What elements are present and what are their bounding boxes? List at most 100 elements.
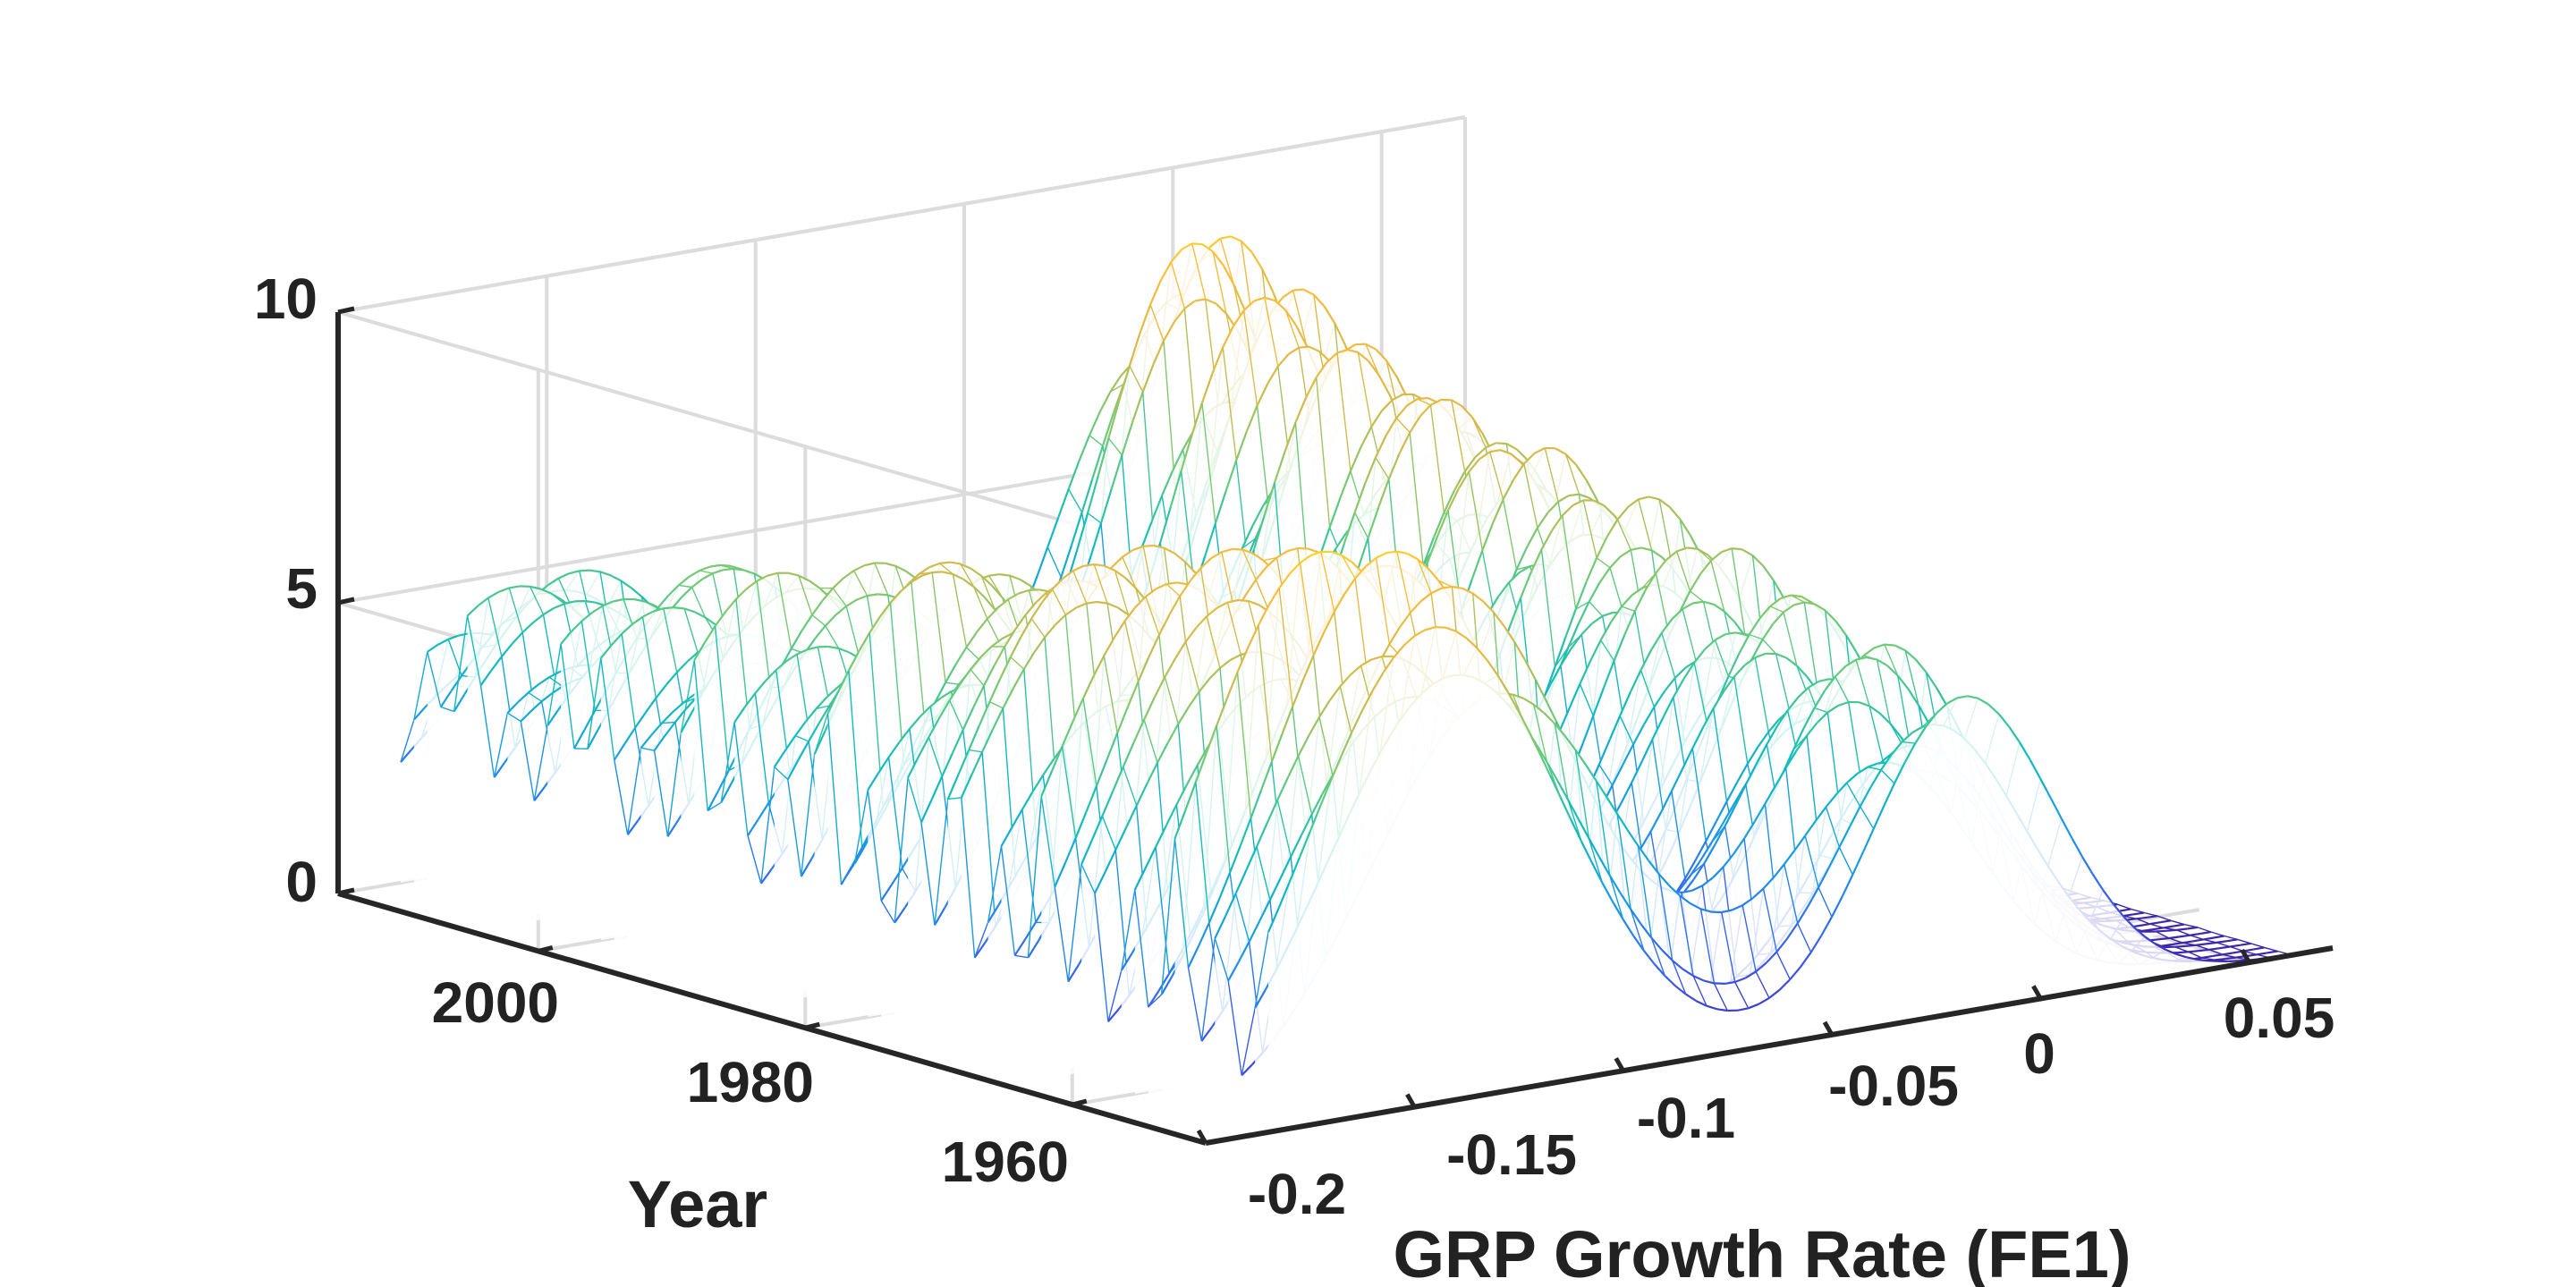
surface-mesh-line bbox=[1191, 243, 1207, 300]
surface-curve-segment bbox=[573, 729, 586, 749]
surface-curve-segment bbox=[548, 671, 561, 679]
surface-mesh-line bbox=[400, 719, 415, 763]
surface-curve-segment bbox=[1107, 401, 1121, 439]
surface-curve-segment bbox=[1241, 240, 1253, 253]
surface-curve-segment bbox=[1046, 517, 1060, 548]
surface-curve-segment bbox=[400, 749, 412, 763]
surface-curve-segment bbox=[1496, 442, 1507, 445]
surface-curve-segment bbox=[1163, 321, 1175, 342]
surface-curve-segment bbox=[1214, 491, 1227, 524]
surface-curve-segment bbox=[1150, 495, 1164, 522]
surface-curve-segment bbox=[528, 683, 540, 694]
surface-curve-segment bbox=[1215, 302, 1227, 315]
surface-mesh-line bbox=[547, 643, 562, 726]
surface-curve-segment bbox=[517, 691, 530, 703]
surface-curve-segment bbox=[602, 600, 614, 607]
surface-mesh-line bbox=[550, 592, 565, 605]
surface-mesh-line bbox=[1264, 297, 1279, 367]
surface-curve-segment bbox=[1080, 478, 1094, 513]
surface-curve-segment bbox=[1097, 437, 1110, 477]
surface-mesh-line bbox=[1284, 309, 1300, 348]
surface-curve-segment bbox=[530, 585, 541, 590]
surface-curve-segment bbox=[539, 588, 552, 595]
surface-curve-segment bbox=[877, 593, 888, 597]
surface-mesh-line bbox=[508, 588, 523, 633]
surface-curve-segment bbox=[532, 614, 545, 624]
surface-curve-segment bbox=[667, 584, 680, 597]
surface-curve-segment bbox=[999, 573, 1011, 577]
surface-mesh-line bbox=[479, 685, 496, 778]
surface-mesh-line bbox=[1109, 383, 1124, 393]
surface-curve-segment bbox=[1334, 323, 1346, 346]
surface-curve-segment bbox=[1140, 521, 1153, 550]
surface-curve-segment bbox=[551, 685, 564, 695]
surface-curve-segment bbox=[1118, 365, 1131, 402]
surface-curve-segment bbox=[579, 569, 590, 572]
surface-curve-segment bbox=[1230, 235, 1242, 242]
surface-mesh-line bbox=[507, 712, 521, 723]
surface-curve-segment bbox=[1088, 411, 1101, 436]
surface-curve-segment bbox=[540, 692, 553, 703]
surface-curve-segment bbox=[1235, 431, 1248, 461]
surface-curve-segment bbox=[1159, 261, 1173, 282]
surface-curve-segment bbox=[533, 786, 546, 802]
surface-curve-segment bbox=[1294, 325, 1308, 346]
surface-curve-segment bbox=[1201, 243, 1214, 253]
surface-curve-segment bbox=[1299, 345, 1309, 349]
surface-curve-segment bbox=[1200, 372, 1214, 403]
surface-curve-segment bbox=[1099, 488, 1113, 524]
surface-curve-segment bbox=[1029, 588, 1040, 591]
surface-curve-segment bbox=[542, 607, 555, 616]
surface-curve-segment bbox=[1232, 309, 1245, 327]
surface-curve-segment bbox=[1264, 296, 1275, 302]
surface-curve-segment bbox=[613, 597, 624, 603]
surface-mesh-line bbox=[493, 713, 509, 778]
surface-curve-segment bbox=[520, 710, 532, 723]
surface-curve-segment bbox=[447, 634, 460, 640]
surface-curve-segment bbox=[1276, 353, 1290, 368]
surface-curve-segment bbox=[1191, 402, 1203, 436]
surface-curve-segment bbox=[479, 670, 493, 687]
surface-curve-segment bbox=[1098, 391, 1112, 413]
surface-mesh-line bbox=[1222, 347, 1237, 461]
surface-curve-segment bbox=[530, 700, 543, 712]
surface-mesh-line bbox=[453, 615, 469, 712]
surface-curve-segment bbox=[1056, 488, 1070, 519]
surface-curve-segment bbox=[1036, 546, 1049, 577]
surface-curve-segment bbox=[1110, 454, 1123, 490]
surface-curve-segment bbox=[1173, 308, 1186, 323]
surface-curve-segment bbox=[1159, 506, 1172, 543]
surface-curve-segment bbox=[553, 603, 565, 610]
surface-curve-segment bbox=[1181, 242, 1193, 250]
surface-curve-segment bbox=[1101, 413, 1114, 446]
surface-curve-segment bbox=[1253, 296, 1266, 302]
surface-curve-segment bbox=[521, 622, 534, 634]
surface-curve-segment bbox=[487, 590, 500, 599]
surface-mesh-line bbox=[1201, 402, 1216, 524]
surface-curve-segment bbox=[633, 597, 645, 603]
surface-curve-segment bbox=[450, 674, 463, 692]
surface-curve-segment bbox=[1183, 300, 1196, 309]
surface-mesh-line bbox=[1292, 290, 1308, 346]
surface-mesh-line bbox=[548, 676, 564, 688]
surface-curve-segment bbox=[1261, 268, 1274, 292]
surface-curve-segment bbox=[1287, 346, 1300, 356]
surface-mesh-line bbox=[413, 651, 428, 720]
surface-curve-segment bbox=[509, 585, 521, 589]
surface-curve-segment bbox=[591, 605, 604, 614]
surface-curve-segment bbox=[560, 631, 572, 645]
surface-curve-segment bbox=[723, 567, 734, 572]
surface-curve-segment bbox=[570, 620, 583, 632]
surface-mesh-line bbox=[528, 691, 542, 702]
surface-curve-segment bbox=[477, 597, 489, 607]
surface-mesh-line bbox=[580, 621, 596, 711]
grid-line bbox=[337, 115, 1466, 314]
surface-curve-segment bbox=[557, 572, 570, 580]
surface-curve-segment bbox=[1212, 250, 1224, 267]
surface-mesh-line bbox=[1089, 435, 1104, 447]
surface-curve-segment bbox=[1222, 265, 1235, 285]
surface-curve-segment bbox=[1169, 470, 1182, 507]
surface-curve-segment bbox=[493, 762, 505, 778]
surface-curve-segment bbox=[1171, 449, 1184, 472]
